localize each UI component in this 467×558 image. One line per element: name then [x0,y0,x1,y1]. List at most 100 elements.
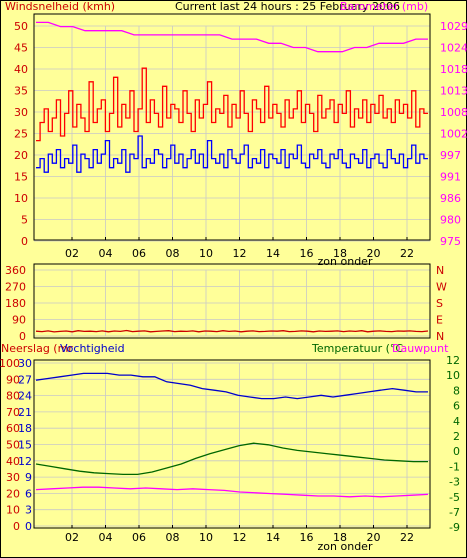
wind-x-tick-label: 06 [132,247,146,260]
temperature-y-tick-label: -1 [449,460,460,473]
wind-x-tick-label: 12 [233,247,247,260]
compass-label: N [436,330,444,343]
humidity-x-tick-label: 02 [65,531,79,544]
wind-y-tick-label: 50 [14,20,28,33]
wind-x-tick-label: 22 [400,247,414,260]
direction-y-tick-label: 90 [12,314,26,327]
temperature-y-tick-label: 4 [453,415,460,428]
humidity-x-tick-label: 20 [367,531,381,544]
wind-x-tick-label: 14 [266,247,280,260]
humidity-y-tick-label: 3 [25,504,32,517]
sunset-label: zon onder [318,540,373,553]
temperature-y-tick-label: -5 [449,491,460,504]
compass-label: W [436,281,447,294]
humidity-axis-title: Vochtigheid [60,342,125,355]
wind-x-tick-label: 16 [300,247,314,260]
temperature-y-tick-label: 12 [446,354,460,367]
sunset-label: zon onder [318,255,373,268]
humidity-series [35,372,428,400]
humidity-y-tick-label: 6 [25,487,32,500]
temperature-y-tick-label: -9 [449,521,460,534]
wind-plot-border [33,13,431,241]
barometer-axis-title: Barometer (mb) [340,0,428,13]
wind-y-tick-label: 40 [14,63,28,76]
wind-y-tick-label: 0 [21,235,28,248]
rain-y-tick-label: 40 [6,455,20,468]
wind-x-tick-label: 20 [367,247,381,260]
wind-y-tick-label: 5 [21,214,28,227]
rain-y-tick-label: 60 [6,422,20,435]
wind-direction-series [35,329,429,333]
direction-y-tick-label: 360 [5,264,26,277]
rain-axis-title: Neerslag (mr [1,342,73,355]
rain-y-tick-label: 30 [6,471,20,484]
humidity-y-tick-label: 24 [18,390,32,403]
wind-y-tick-label: 30 [14,106,28,119]
temperature-y-tick-label: 6 [453,400,460,413]
rain-y-tick-label: 50 [6,439,20,452]
direction-y-tick-label: 270 [5,281,26,294]
wind-y-tick-label: 35 [14,85,28,98]
barometer-y-tick-label: 1018 [440,63,467,76]
wind-x-tick-label: 10 [199,247,213,260]
barometer-y-tick-label: 1013 [440,85,467,98]
humidity-x-tick-label: 14 [266,531,280,544]
compass-label: N [436,264,444,277]
wind-y-tick-label: 10 [14,192,28,205]
wind-y-tick-label: 45 [14,42,28,55]
temperature-y-tick-label: 8 [453,384,460,397]
humidity-y-tick-label: 0 [25,520,32,533]
wind-y-tick-label: 25 [14,128,28,141]
wind-y-tick-label: 15 [14,171,28,184]
temperature-axis-title: Temperatuur (°C [311,342,403,355]
barometer-y-tick-label: 975 [440,235,461,248]
humidity-x-tick-label: 22 [400,531,414,544]
rain-y-tick-label: 80 [6,390,20,403]
dewpoint-axis-title: Dauwpunt [392,342,449,355]
humidity-x-tick-label: 06 [132,531,146,544]
wind-y-tick-label: 20 [14,149,28,162]
rain-y-tick-label: 70 [6,406,20,419]
barometer-y-tick-label: 1024 [440,42,467,55]
dewpoint-series [35,486,429,498]
rain-y-tick-label: 100 [0,357,20,370]
wind-x-tick-label: 18 [333,247,347,260]
barometer-series [36,21,428,53]
barometer-y-tick-label: 986 [440,192,461,205]
humidity-x-tick-label: 04 [99,531,113,544]
wind-max-series [36,67,428,142]
wind-x-tick-label: 08 [166,247,180,260]
compass-label: E [436,314,443,327]
wind-avg-series [36,135,428,173]
humidity-y-tick-label: 27 [18,373,32,386]
barometer-y-tick-label: 1008 [440,106,467,119]
wind-x-tick-label: 04 [99,247,113,260]
wind-axis-title: Windsnelheid (kmh) [5,0,115,13]
temperature-series [35,442,428,476]
rain-y-tick-label: 0 [13,520,20,533]
temperature-y-tick-label: 10 [446,369,460,382]
barometer-y-tick-label: 991 [440,171,461,184]
barometer-y-tick-label: 997 [440,149,461,162]
direction-plot-border [33,263,431,339]
barometer-y-tick-label: 1029 [440,20,467,33]
rain-y-tick-label: 20 [6,487,20,500]
compass-label: S [436,297,443,310]
humidity-x-tick-label: 18 [333,531,347,544]
chart-title: Current last 24 hours : 25 February 2006 [175,0,400,13]
humidity-y-tick-label: 15 [18,439,32,452]
temperature-y-tick-label: -7 [449,506,460,519]
rain-y-tick-label: 90 [6,373,20,386]
barometer-y-tick-label: 980 [440,214,461,227]
temperature-y-tick-label: -3 [449,476,460,489]
direction-y-tick-label: 0 [19,330,26,343]
humidity-x-tick-label: 08 [166,531,180,544]
humidity-y-tick-label: 12 [18,455,32,468]
rain-y-tick-label: 10 [6,504,20,517]
humidity-plot-border [33,359,431,529]
humidity-y-tick-label: 9 [25,471,32,484]
humidity-y-tick-label: 18 [18,422,32,435]
temperature-y-tick-label: 2 [453,430,460,443]
